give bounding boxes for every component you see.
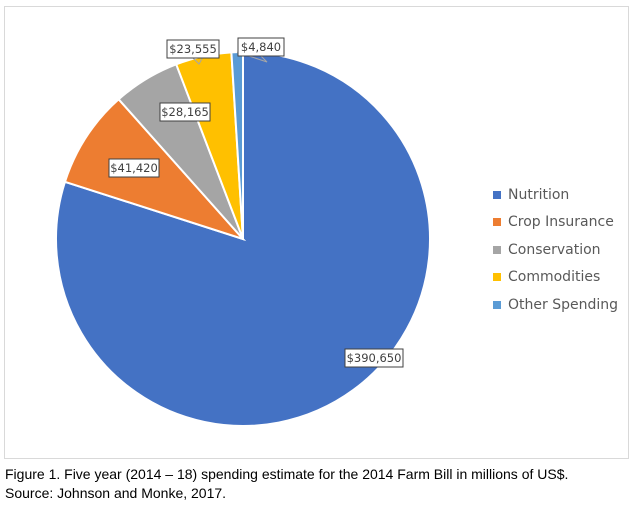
legend-label: Crop Insurance	[508, 214, 614, 231]
legend-swatch-other-spending	[493, 300, 501, 309]
legend-label: Other Spending	[508, 296, 618, 313]
legend-swatch-nutrition	[493, 190, 501, 199]
legend-swatch-commodities	[493, 273, 501, 282]
caption-line-1: Figure 1. Five year (2014 – 18) spending…	[5, 466, 569, 482]
legend-item-nutrition: Nutrition	[493, 181, 618, 209]
legend-label: Nutrition	[508, 186, 570, 203]
legend-swatch-conservation	[493, 245, 501, 254]
data-label-box-other-spending	[237, 37, 285, 57]
chart-frame: $390,650 $41,420 $28,165 $23,555 $4,840 Nutr…	[4, 6, 629, 459]
data-label-other-spending: $4,840	[241, 40, 281, 54]
data-label-box-commodities	[166, 39, 220, 59]
leader-line-commodities	[192, 56, 204, 65]
legend-item-commodities: Commodities	[493, 264, 618, 292]
legend-item-other-spending: Other Spending	[493, 291, 618, 319]
pie-chart: $390,650 $41,420 $28,165 $23,555 $4,840	[55, 37, 431, 427]
legend: Nutrition Crop Insurance Conservation Co…	[493, 181, 618, 319]
legend-swatch-crop-insurance	[493, 218, 501, 227]
data-label-nutrition: $390,650	[347, 351, 402, 365]
data-label-box-nutrition	[344, 348, 404, 368]
legend-label: Conservation	[508, 241, 601, 258]
legend-item-conservation: Conservation	[493, 236, 618, 264]
caption-line-2: Source: Johnson and Monke, 2017.	[5, 485, 227, 501]
legend-item-crop-insurance: Crop Insurance	[493, 209, 618, 237]
legend-label: Commodities	[508, 269, 601, 286]
data-label-conservation: $28,165	[161, 105, 209, 119]
figure-caption: Figure 1. Five year (2014 – 18) spending…	[5, 465, 568, 503]
data-label-box-conservation	[159, 102, 211, 122]
data-label-box-crop-insurance	[108, 158, 160, 178]
data-label-commodities: $23,555	[169, 42, 217, 56]
data-label-crop-insurance: $41,420	[110, 161, 158, 175]
